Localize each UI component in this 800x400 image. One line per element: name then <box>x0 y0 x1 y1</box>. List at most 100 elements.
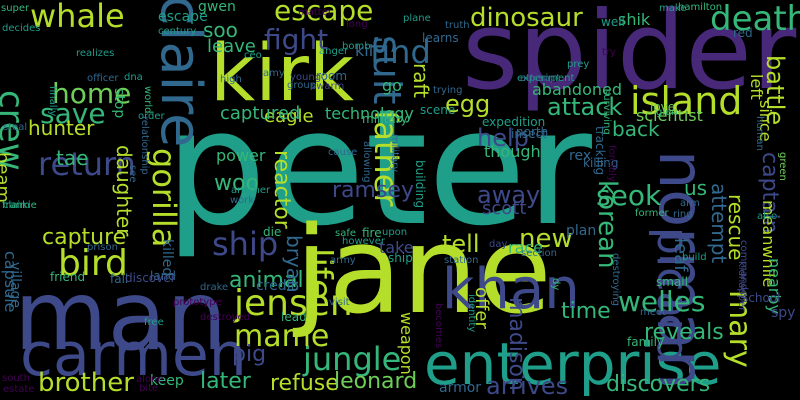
word-seok: seok <box>596 179 662 212</box>
word-save: save <box>40 97 106 130</box>
word-death: death <box>710 0 800 39</box>
word-south: south <box>2 373 30 384</box>
word-order: order <box>138 111 165 122</box>
word-go: go <box>382 76 402 95</box>
word-well: well <box>601 15 625 29</box>
word-ship: ship <box>388 251 413 265</box>
word-school: school <box>742 291 781 305</box>
word-beam: beam <box>0 152 13 204</box>
word-die: die <box>263 225 282 239</box>
word-experiment: experiment <box>517 73 575 84</box>
word-super: super <box>1 3 30 14</box>
word-ramsey: ramsey <box>332 178 414 203</box>
word-left: left <box>747 74 766 100</box>
word-expedition: expedition <box>482 115 546 129</box>
word-ring: ring <box>673 209 693 220</box>
word-fight: fight <box>264 23 329 56</box>
word-century: century <box>158 26 197 37</box>
word-land: land <box>150 269 176 283</box>
word-help: help <box>477 124 529 152</box>
word-section: section <box>521 248 558 259</box>
word-human: human <box>754 116 765 151</box>
word-red: red <box>733 26 753 40</box>
word-carmen: carmen <box>20 320 247 390</box>
word-tae: tae <box>56 146 89 170</box>
word-fall: fall <box>110 272 129 286</box>
word-however: however <box>342 236 385 247</box>
word-bite: bite <box>139 383 159 394</box>
word-small: small <box>656 275 688 289</box>
word-tell: tell <box>442 230 480 258</box>
word-madison: madison <box>504 297 529 391</box>
word-matter: matter <box>298 7 332 18</box>
word-stop: stop <box>111 88 127 119</box>
word-world: world <box>142 86 153 114</box>
word-ship: ship <box>212 225 279 263</box>
word-scientist: scientist <box>636 106 703 125</box>
word-spider: spider <box>462 0 797 114</box>
word-credit: credit <box>256 278 297 294</box>
word-build: build <box>682 252 707 263</box>
word-dna: dna <box>124 72 143 83</box>
word-power: power <box>216 146 266 165</box>
word-jane: jane <box>295 202 552 341</box>
word-young: young <box>290 72 322 83</box>
word-abandoned: abandoned <box>532 80 622 99</box>
word-kirk: kirk <box>210 29 355 119</box>
word-alone: alone <box>136 374 164 385</box>
word-soo: soo <box>203 18 238 42</box>
word-discover: discover <box>125 271 176 285</box>
word-identity: identity <box>466 294 477 333</box>
word-decides: decides <box>2 23 41 34</box>
word-forcibly: forcibly <box>606 145 617 182</box>
word-discovers: discovers <box>606 372 711 397</box>
word-military: military <box>362 112 408 126</box>
word-attempt: attempt <box>707 183 731 264</box>
word-glen: glen <box>656 107 678 118</box>
word-bomb: bomb <box>342 41 371 52</box>
word-technology: technology <box>325 104 414 123</box>
word-relationship: relationship <box>139 116 150 175</box>
word-love: love <box>650 100 676 114</box>
word-upon: upon <box>382 227 408 238</box>
word-back: back <box>612 117 660 141</box>
word-frankie: frankie <box>2 200 37 211</box>
word-arrives: arrives <box>486 372 569 400</box>
word-village: village <box>7 262 23 309</box>
word-spy: spy <box>771 305 796 321</box>
word-jungle: jungle <box>303 340 402 378</box>
word-green: green <box>777 152 788 181</box>
word-bird: bird <box>58 243 128 284</box>
word-pig: pig <box>232 342 267 367</box>
word-plane: plane <box>403 13 431 24</box>
word-prototype: prototype <box>173 297 222 308</box>
word-building: building <box>413 160 427 209</box>
word-cause: cause <box>328 147 358 158</box>
word-take: take <box>379 238 414 257</box>
word-tracking: tracking <box>593 126 607 176</box>
word-away: away <box>477 181 541 209</box>
word-us: us <box>684 176 708 200</box>
word-capture: capture <box>42 225 127 250</box>
word-later: later <box>200 369 251 394</box>
word-work: work <box>230 195 255 206</box>
word-attack: attack <box>547 93 623 121</box>
word-killing: killing <box>583 156 619 170</box>
word-high: high <box>220 74 242 85</box>
word-learns: learns <box>422 31 459 45</box>
word-amy: amy <box>263 68 285 79</box>
word-escape: escape <box>274 0 374 27</box>
word-finally: finally <box>47 86 58 117</box>
word-meet: meet <box>640 307 666 318</box>
word-peter: peter <box>165 74 592 261</box>
word-plan: plan <box>566 223 597 239</box>
word-scott: scott <box>482 198 527 219</box>
word-scene: scene <box>420 103 456 117</box>
word-egg: egg <box>445 90 491 118</box>
word-kidnapper: kidnapper <box>736 261 747 312</box>
word-safe: safe <box>335 228 357 239</box>
word-reveals: reveals <box>644 320 724 345</box>
word-station: station <box>444 255 479 266</box>
word-anger: anger <box>319 46 349 57</box>
word-truth: truth <box>445 20 470 31</box>
